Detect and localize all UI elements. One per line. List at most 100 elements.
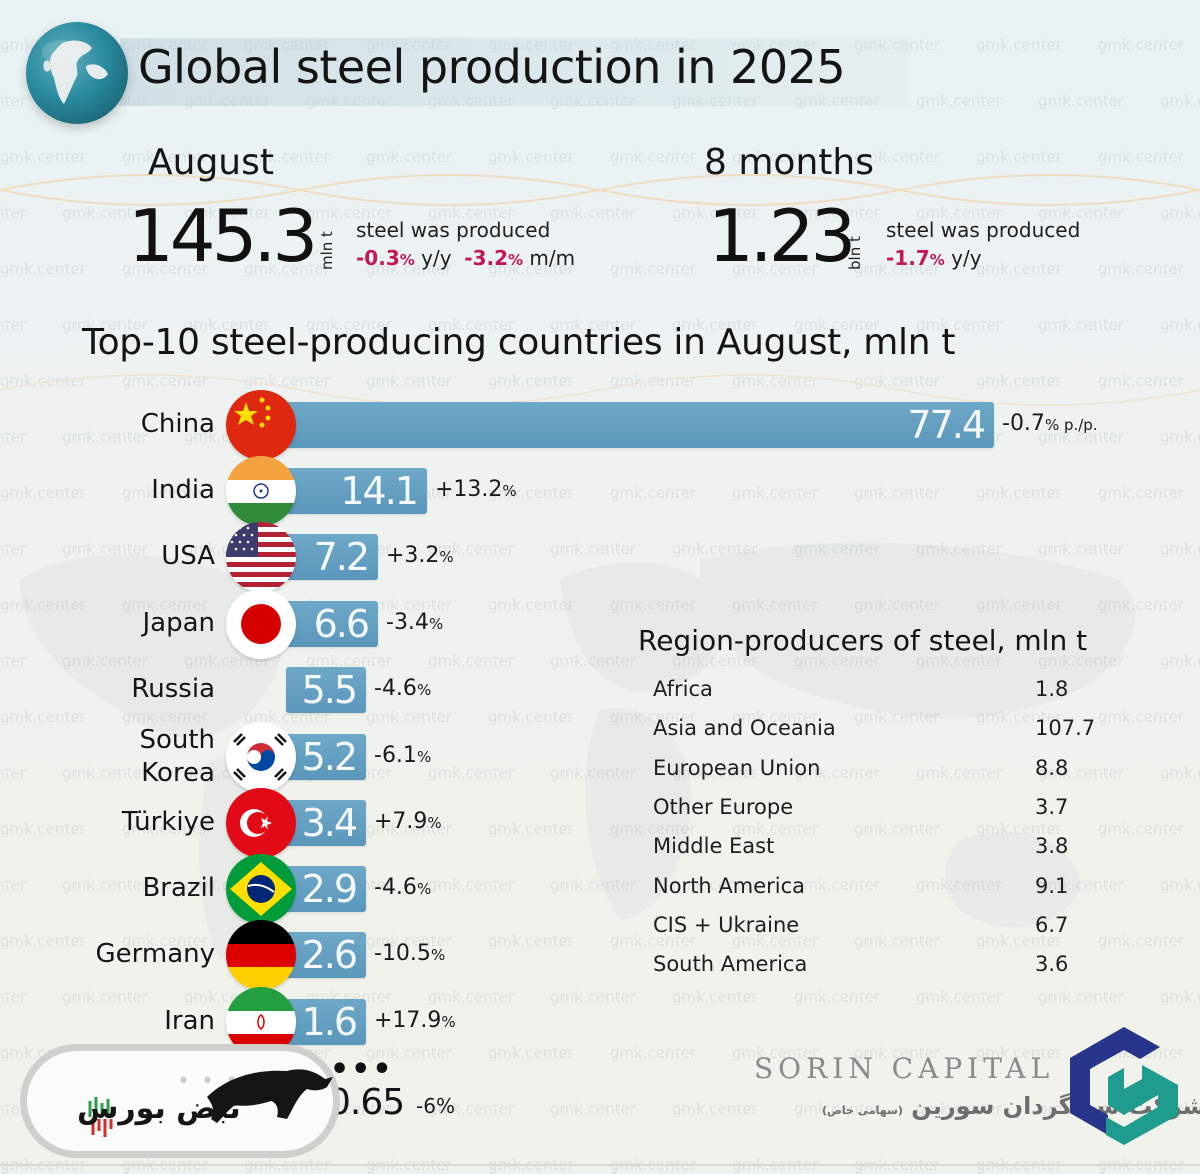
bar-value-label: 14.1 bbox=[340, 469, 419, 513]
watermark-text: gmk.center bbox=[1160, 988, 1200, 1006]
more-countries-ellipsis: ••• bbox=[330, 1052, 394, 1087]
watermark-text: gmk.center bbox=[610, 932, 696, 950]
watermark-text: gmk.center bbox=[1098, 260, 1184, 278]
watermark-text: gmk.center bbox=[732, 708, 818, 726]
region-row: Middle East 3.8 bbox=[653, 834, 1073, 866]
bar-value-label: 7.2 bbox=[313, 535, 370, 579]
watermark-text: gmk.center bbox=[0, 876, 26, 894]
watermark-text: gmk.center bbox=[428, 764, 514, 782]
badge-text: نبض بورس bbox=[77, 1091, 241, 1126]
watermark-text: gmk.center bbox=[122, 820, 208, 838]
watermark-text: gmk.center bbox=[854, 1044, 940, 1062]
watermark-text: gmk.center bbox=[732, 596, 818, 614]
bar-value-label: 77.4 bbox=[907, 403, 986, 447]
watermark-text: gmk.center bbox=[916, 1100, 1002, 1118]
watermark-text: gmk.center bbox=[1098, 372, 1184, 390]
bottom-divider bbox=[0, 1164, 1200, 1166]
germany-flag-icon bbox=[226, 920, 296, 990]
watermark-text: gmk.center bbox=[976, 148, 1062, 166]
eight-months-changes: -1.7% y/y bbox=[886, 244, 1080, 274]
region-name: Asia and Oceania bbox=[653, 716, 836, 741]
watermark-text: gmk.center bbox=[976, 36, 1062, 54]
region-row: North America 9.1 bbox=[653, 874, 1073, 906]
region-value: 1.8 bbox=[1035, 677, 1069, 701]
india-flag-icon bbox=[226, 456, 296, 526]
watermark-text: gmk.center bbox=[366, 820, 452, 838]
japan-flag-icon bbox=[226, 589, 296, 659]
watermark-text: gmk.center bbox=[1160, 204, 1200, 222]
title-band bbox=[120, 38, 910, 106]
change-label: +13.2% bbox=[434, 477, 517, 502]
watermark-text: gmk.center bbox=[672, 1100, 758, 1118]
country-label: Japan bbox=[142, 608, 215, 638]
region-name: Africa bbox=[653, 677, 713, 701]
watermark-text: gmk.center bbox=[1160, 764, 1200, 782]
watermark-text: gmk.center bbox=[0, 988, 26, 1006]
watermark-text: gmk.center bbox=[0, 260, 86, 278]
watermark-text: gmk.center bbox=[0, 652, 26, 670]
sorin-fa-small: (سهامی خاص) bbox=[822, 1104, 903, 1117]
watermark-text: gmk.center bbox=[854, 932, 940, 950]
watermark-text: gmk.center bbox=[0, 204, 26, 222]
country-label: China bbox=[140, 409, 215, 439]
bar-value-label: 3.4 bbox=[301, 801, 358, 845]
watermark-text: gmk.center bbox=[0, 932, 86, 950]
watermark-text: gmk.center bbox=[732, 820, 818, 838]
country-label: India bbox=[151, 475, 215, 505]
watermark-text: gmk.center bbox=[672, 316, 758, 334]
watermark-text: gmk.center bbox=[122, 148, 208, 166]
bar-value-label: 5.2 bbox=[301, 735, 358, 779]
watermark-text: gmk.center bbox=[976, 484, 1062, 502]
watermark-text: gmk.center bbox=[1038, 428, 1124, 446]
watermark-text: gmk.center bbox=[488, 708, 574, 726]
watermark-text: gmk.center bbox=[610, 596, 696, 614]
watermark-text: gmk.center bbox=[794, 540, 880, 558]
bar-russia: 5.5 bbox=[286, 667, 366, 713]
watermark-text: gmk.center bbox=[1160, 540, 1200, 558]
eight-months-unit: bln t bbox=[846, 236, 864, 270]
watermark-text: gmk.center bbox=[976, 708, 1062, 726]
region-row: Asia and Oceania 107.7 bbox=[653, 716, 1095, 748]
watermark-text: gmk.center bbox=[794, 204, 880, 222]
watermark-text: gmk.center bbox=[672, 652, 758, 670]
country-label: Iran bbox=[164, 1006, 215, 1036]
watermark-text: gmk.center bbox=[428, 876, 514, 894]
watermark-text: gmk.center bbox=[366, 260, 452, 278]
sorin-capital-name: SORIN CAPITAL bbox=[754, 1052, 1055, 1085]
brazil-flag-icon bbox=[226, 854, 296, 924]
watermark-text: gmk.center bbox=[610, 260, 696, 278]
watermark-text: gmk.center bbox=[794, 1100, 880, 1118]
country-label: Türkiye bbox=[121, 807, 215, 837]
watermark-text: gmk.center bbox=[916, 652, 1002, 670]
country-label: Russia bbox=[131, 674, 215, 704]
august-mom-suffix: m/m bbox=[529, 246, 576, 270]
usa-flag-icon bbox=[226, 522, 296, 592]
china-flag-icon bbox=[226, 390, 296, 460]
watermark-text: gmk.center bbox=[62, 652, 148, 670]
watermark-text: gmk.center bbox=[1098, 148, 1184, 166]
watermark-text: gmk.center bbox=[184, 204, 270, 222]
watermark-text: gmk.center bbox=[0, 148, 86, 166]
change-label: -3.4% bbox=[386, 610, 444, 635]
watermark-text: gmk.center bbox=[976, 1044, 1062, 1062]
region-name: North America bbox=[653, 873, 806, 898]
bar-value-label: 2.6 bbox=[301, 933, 358, 977]
change-label: -4.6% bbox=[374, 875, 432, 900]
change-label: +17.9% bbox=[374, 1008, 456, 1033]
region-value: 107.7 bbox=[1035, 716, 1096, 741]
watermark-text: gmk.center bbox=[610, 148, 696, 166]
bar-value-label: 6.6 bbox=[313, 602, 370, 646]
watermark-text: gmk.center bbox=[916, 92, 1002, 110]
watermark-text: gmk.center bbox=[0, 428, 26, 446]
bar-value-label: 2.9 bbox=[301, 867, 358, 911]
watermark-text: gmk.center bbox=[1038, 316, 1124, 334]
decorative-wave bbox=[0, 174, 1200, 206]
bar-value-label: 5.5 bbox=[301, 668, 358, 712]
decorative-wave bbox=[0, 374, 1200, 406]
watermark-text: gmk.center bbox=[550, 652, 636, 670]
watermark-text: gmk.center bbox=[366, 708, 452, 726]
watermark-text: gmk.center bbox=[794, 316, 880, 334]
watermark-text: gmk.center bbox=[976, 820, 1062, 838]
watermark-text: gmk.center bbox=[1160, 316, 1200, 334]
august-changes: -0.3% y/y -3.2% m/m bbox=[356, 244, 575, 274]
